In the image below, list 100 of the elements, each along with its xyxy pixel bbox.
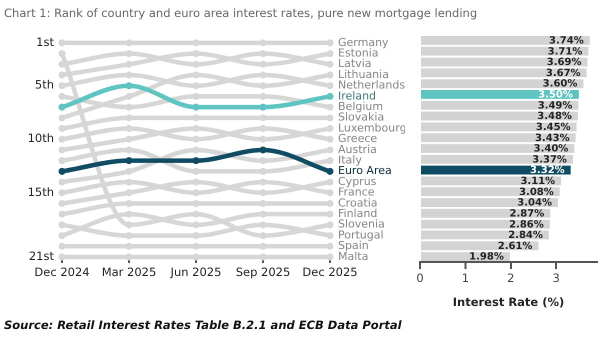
point — [192, 178, 200, 186]
series-label: Latvia — [338, 57, 372, 70]
point — [326, 125, 334, 132]
point — [126, 136, 132, 143]
point — [192, 104, 200, 111]
point — [126, 82, 132, 90]
point — [260, 242, 266, 250]
bar — [421, 144, 574, 153]
x-axis-title: Interest Rate (%) — [452, 295, 564, 310]
bar — [421, 90, 579, 99]
series-label: Netherlands — [338, 78, 406, 92]
point — [326, 114, 334, 122]
series-label: Spain — [338, 239, 369, 252]
bar — [421, 166, 571, 175]
point — [326, 189, 334, 196]
chart-title: Chart 1: Rank of country and euro area interest rates, pure new mortgage lending — [4, 6, 478, 20]
point — [326, 232, 334, 240]
point — [58, 92, 66, 100]
point — [192, 189, 200, 196]
x-tick-label: Dec 2024 — [34, 264, 90, 279]
data-label: 3.71% — [548, 46, 582, 58]
series-label: Croatia — [338, 196, 378, 210]
point — [126, 60, 132, 68]
point — [126, 50, 132, 58]
point — [58, 60, 66, 68]
point — [192, 39, 200, 46]
data-label: 3.69% — [546, 57, 582, 68]
x-tick-label: Dec 2025 — [302, 264, 358, 279]
series-label: Austria — [338, 142, 377, 156]
point — [58, 232, 66, 240]
point — [126, 125, 132, 132]
point — [260, 221, 266, 228]
point — [126, 92, 132, 100]
y-tick-label: 10th — [28, 131, 54, 146]
point — [58, 200, 66, 207]
bar — [421, 122, 577, 132]
point — [192, 210, 200, 218]
series-label: Belgium — [338, 100, 384, 113]
point — [126, 189, 132, 196]
y-tick-label: 15th — [28, 184, 54, 199]
point — [126, 232, 132, 240]
series-label: Finland — [338, 207, 378, 220]
point — [326, 146, 334, 154]
point — [260, 136, 266, 143]
series-label: Cyprus — [338, 174, 377, 188]
point — [260, 146, 266, 154]
point — [126, 242, 132, 250]
point — [260, 50, 266, 58]
point — [260, 92, 266, 100]
point — [126, 104, 132, 111]
point — [192, 50, 200, 58]
point — [260, 254, 266, 260]
point — [260, 82, 266, 90]
bar — [421, 112, 578, 121]
point — [126, 157, 132, 164]
point — [58, 50, 66, 58]
point — [192, 221, 200, 228]
point — [260, 60, 266, 68]
point — [260, 125, 266, 132]
point — [326, 200, 334, 207]
point — [192, 232, 200, 240]
data-label: 1.98% — [469, 252, 504, 263]
y-tick-label: 21st — [28, 248, 54, 263]
point — [58, 146, 66, 154]
point — [126, 168, 132, 175]
x-tick-label: 0 — [416, 270, 424, 285]
data-label: 3.43% — [534, 132, 570, 144]
point — [260, 157, 266, 164]
point — [192, 254, 200, 260]
data-label: 2.61% — [498, 240, 532, 252]
data-label: 3.37% — [532, 154, 567, 166]
point — [58, 72, 66, 79]
point — [260, 114, 266, 122]
point — [326, 157, 334, 164]
x-tick-label: 1 — [462, 270, 470, 285]
point — [126, 114, 132, 122]
point — [126, 254, 132, 260]
point — [126, 178, 132, 186]
series-label: Slovenia — [338, 218, 385, 231]
series-label: Greece — [338, 132, 378, 146]
point — [326, 50, 334, 58]
data-label: 3.60% — [542, 78, 578, 90]
data-label: 3.67% — [546, 68, 581, 79]
point — [58, 254, 66, 260]
data-label: 2.84% — [508, 230, 543, 242]
point — [58, 114, 66, 122]
point — [260, 232, 266, 240]
point — [192, 92, 200, 100]
data-label: 3.40% — [534, 144, 568, 155]
point — [58, 125, 66, 132]
point — [126, 221, 132, 228]
point — [192, 242, 200, 250]
point — [326, 168, 334, 175]
point — [192, 125, 200, 132]
point — [192, 82, 200, 90]
point — [326, 60, 334, 68]
bar — [421, 176, 562, 186]
point — [58, 39, 66, 46]
data-label: 3.32% — [530, 165, 565, 176]
point — [58, 221, 66, 228]
